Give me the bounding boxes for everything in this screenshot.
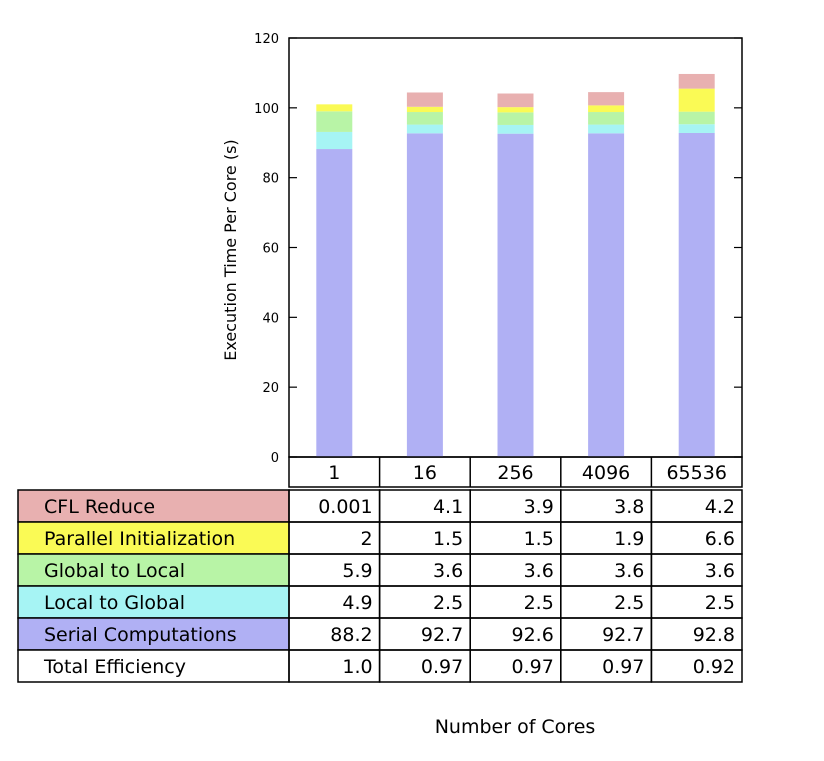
table-value-cfl-reduce: 3.8 — [614, 496, 644, 518]
table-value-global-to-local: 3.6 — [524, 560, 554, 582]
table-value-local-to-global: 2.5 — [433, 592, 463, 614]
bar-segment-serial-computations — [316, 149, 352, 457]
table-value-parallel-initialization: 1.5 — [433, 528, 463, 550]
bar-segment-local-to-global — [407, 125, 443, 134]
bar-segment-cfl-reduce — [407, 92, 443, 106]
bar-segment-serial-computations — [679, 133, 715, 457]
y-tick-label: 0 — [271, 451, 279, 466]
bar-segment-parallel-initialization — [679, 89, 715, 112]
x-tick-label: 1 — [328, 462, 340, 484]
table-value-total-efficiency: 0.92 — [693, 656, 735, 678]
table-value-local-to-global: 4.9 — [342, 592, 372, 614]
x-tick-label: 16 — [413, 462, 437, 484]
table-value-cfl-reduce: 3.9 — [524, 496, 554, 518]
bar-segment-serial-computations — [588, 133, 624, 457]
y-axis-label: Execution Time Per Core (s) — [221, 139, 240, 360]
table-value-serial-computations: 92.7 — [602, 624, 644, 646]
table-value-serial-computations: 92.8 — [693, 624, 735, 646]
y-tick-label: 40 — [262, 311, 279, 326]
bar-segment-local-to-global — [316, 132, 352, 149]
bar-segment-global-to-local — [679, 112, 715, 125]
legend-label-parallel-initialization: Parallel Initialization — [44, 528, 235, 550]
table-value-serial-computations: 92.7 — [421, 624, 463, 646]
bar-segment-global-to-local — [407, 112, 443, 125]
table-value-global-to-local: 3.6 — [614, 560, 644, 582]
bar-segment-cfl-reduce — [498, 94, 534, 108]
table-value-total-efficiency: 0.97 — [602, 656, 644, 678]
x-axis-label: Number of Cores — [435, 716, 596, 738]
bar-segment-parallel-initialization — [498, 107, 534, 112]
bar-segment-parallel-initialization — [407, 107, 443, 112]
bar-segment-global-to-local — [316, 111, 352, 132]
table-value-global-to-local: 3.6 — [705, 560, 735, 582]
table-value-local-to-global: 2.5 — [705, 592, 735, 614]
x-tick-label: 4096 — [582, 462, 630, 484]
table-value-cfl-reduce: 4.2 — [705, 496, 735, 518]
bar-segment-local-to-global — [588, 125, 624, 134]
y-tick-label: 60 — [262, 242, 279, 257]
bar-segment-local-to-global — [679, 124, 715, 133]
y-tick-label: 100 — [254, 102, 279, 117]
bar-segment-local-to-global — [498, 125, 534, 134]
table-value-serial-computations: 88.2 — [330, 624, 372, 646]
legend-label-cfl-reduce: CFL Reduce — [44, 496, 155, 518]
bar-segment-parallel-initialization — [316, 104, 352, 111]
bar-segment-parallel-initialization — [588, 105, 624, 112]
table-value-local-to-global: 2.5 — [524, 592, 554, 614]
table-value-local-to-global: 2.5 — [614, 592, 644, 614]
table-value-parallel-initialization: 2 — [361, 528, 373, 550]
bars-layer — [316, 74, 714, 457]
table-value-parallel-initialization: 1.9 — [614, 528, 644, 550]
table-value-parallel-initialization: 1.5 — [524, 528, 554, 550]
data-table-layer: 1 16 256 4096 65536 CFL Reduce 0.001 4.1 3.9 3.8 4… — [18, 457, 742, 682]
bar-segment-serial-computations — [498, 134, 534, 457]
table-value-serial-computations: 92.6 — [511, 624, 553, 646]
legend-label-serial-computations: Serial Computations — [44, 624, 237, 646]
y-tick-label: 20 — [262, 381, 279, 396]
bar-segment-serial-computations — [407, 133, 443, 457]
table-value-total-efficiency: 1.0 — [342, 656, 372, 678]
table-value-total-efficiency: 0.97 — [511, 656, 553, 678]
table-value-global-to-local: 5.9 — [342, 560, 372, 582]
table-value-parallel-initialization: 6.6 — [705, 528, 735, 550]
bar-segment-global-to-local — [498, 112, 534, 125]
y-tick-label: 120 — [254, 32, 279, 47]
table-value-global-to-local: 3.6 — [433, 560, 463, 582]
y-tick-label: 80 — [262, 172, 279, 187]
bar-segment-global-to-local — [588, 112, 624, 125]
x-tick-label: 65536 — [666, 462, 726, 484]
legend-label-local-to-global: Local to Global — [44, 592, 185, 614]
bar-segment-cfl-reduce — [588, 92, 624, 105]
table-value-cfl-reduce: 0.001 — [318, 496, 372, 518]
legend-label-global-to-local: Global to Local — [44, 560, 185, 582]
x-tick-label: 256 — [497, 462, 533, 484]
legend-label-total-efficiency: Total Efficiency — [43, 656, 186, 678]
bar-segment-cfl-reduce — [679, 74, 715, 89]
table-value-total-efficiency: 0.97 — [421, 656, 463, 678]
table-value-cfl-reduce: 4.1 — [433, 496, 463, 518]
